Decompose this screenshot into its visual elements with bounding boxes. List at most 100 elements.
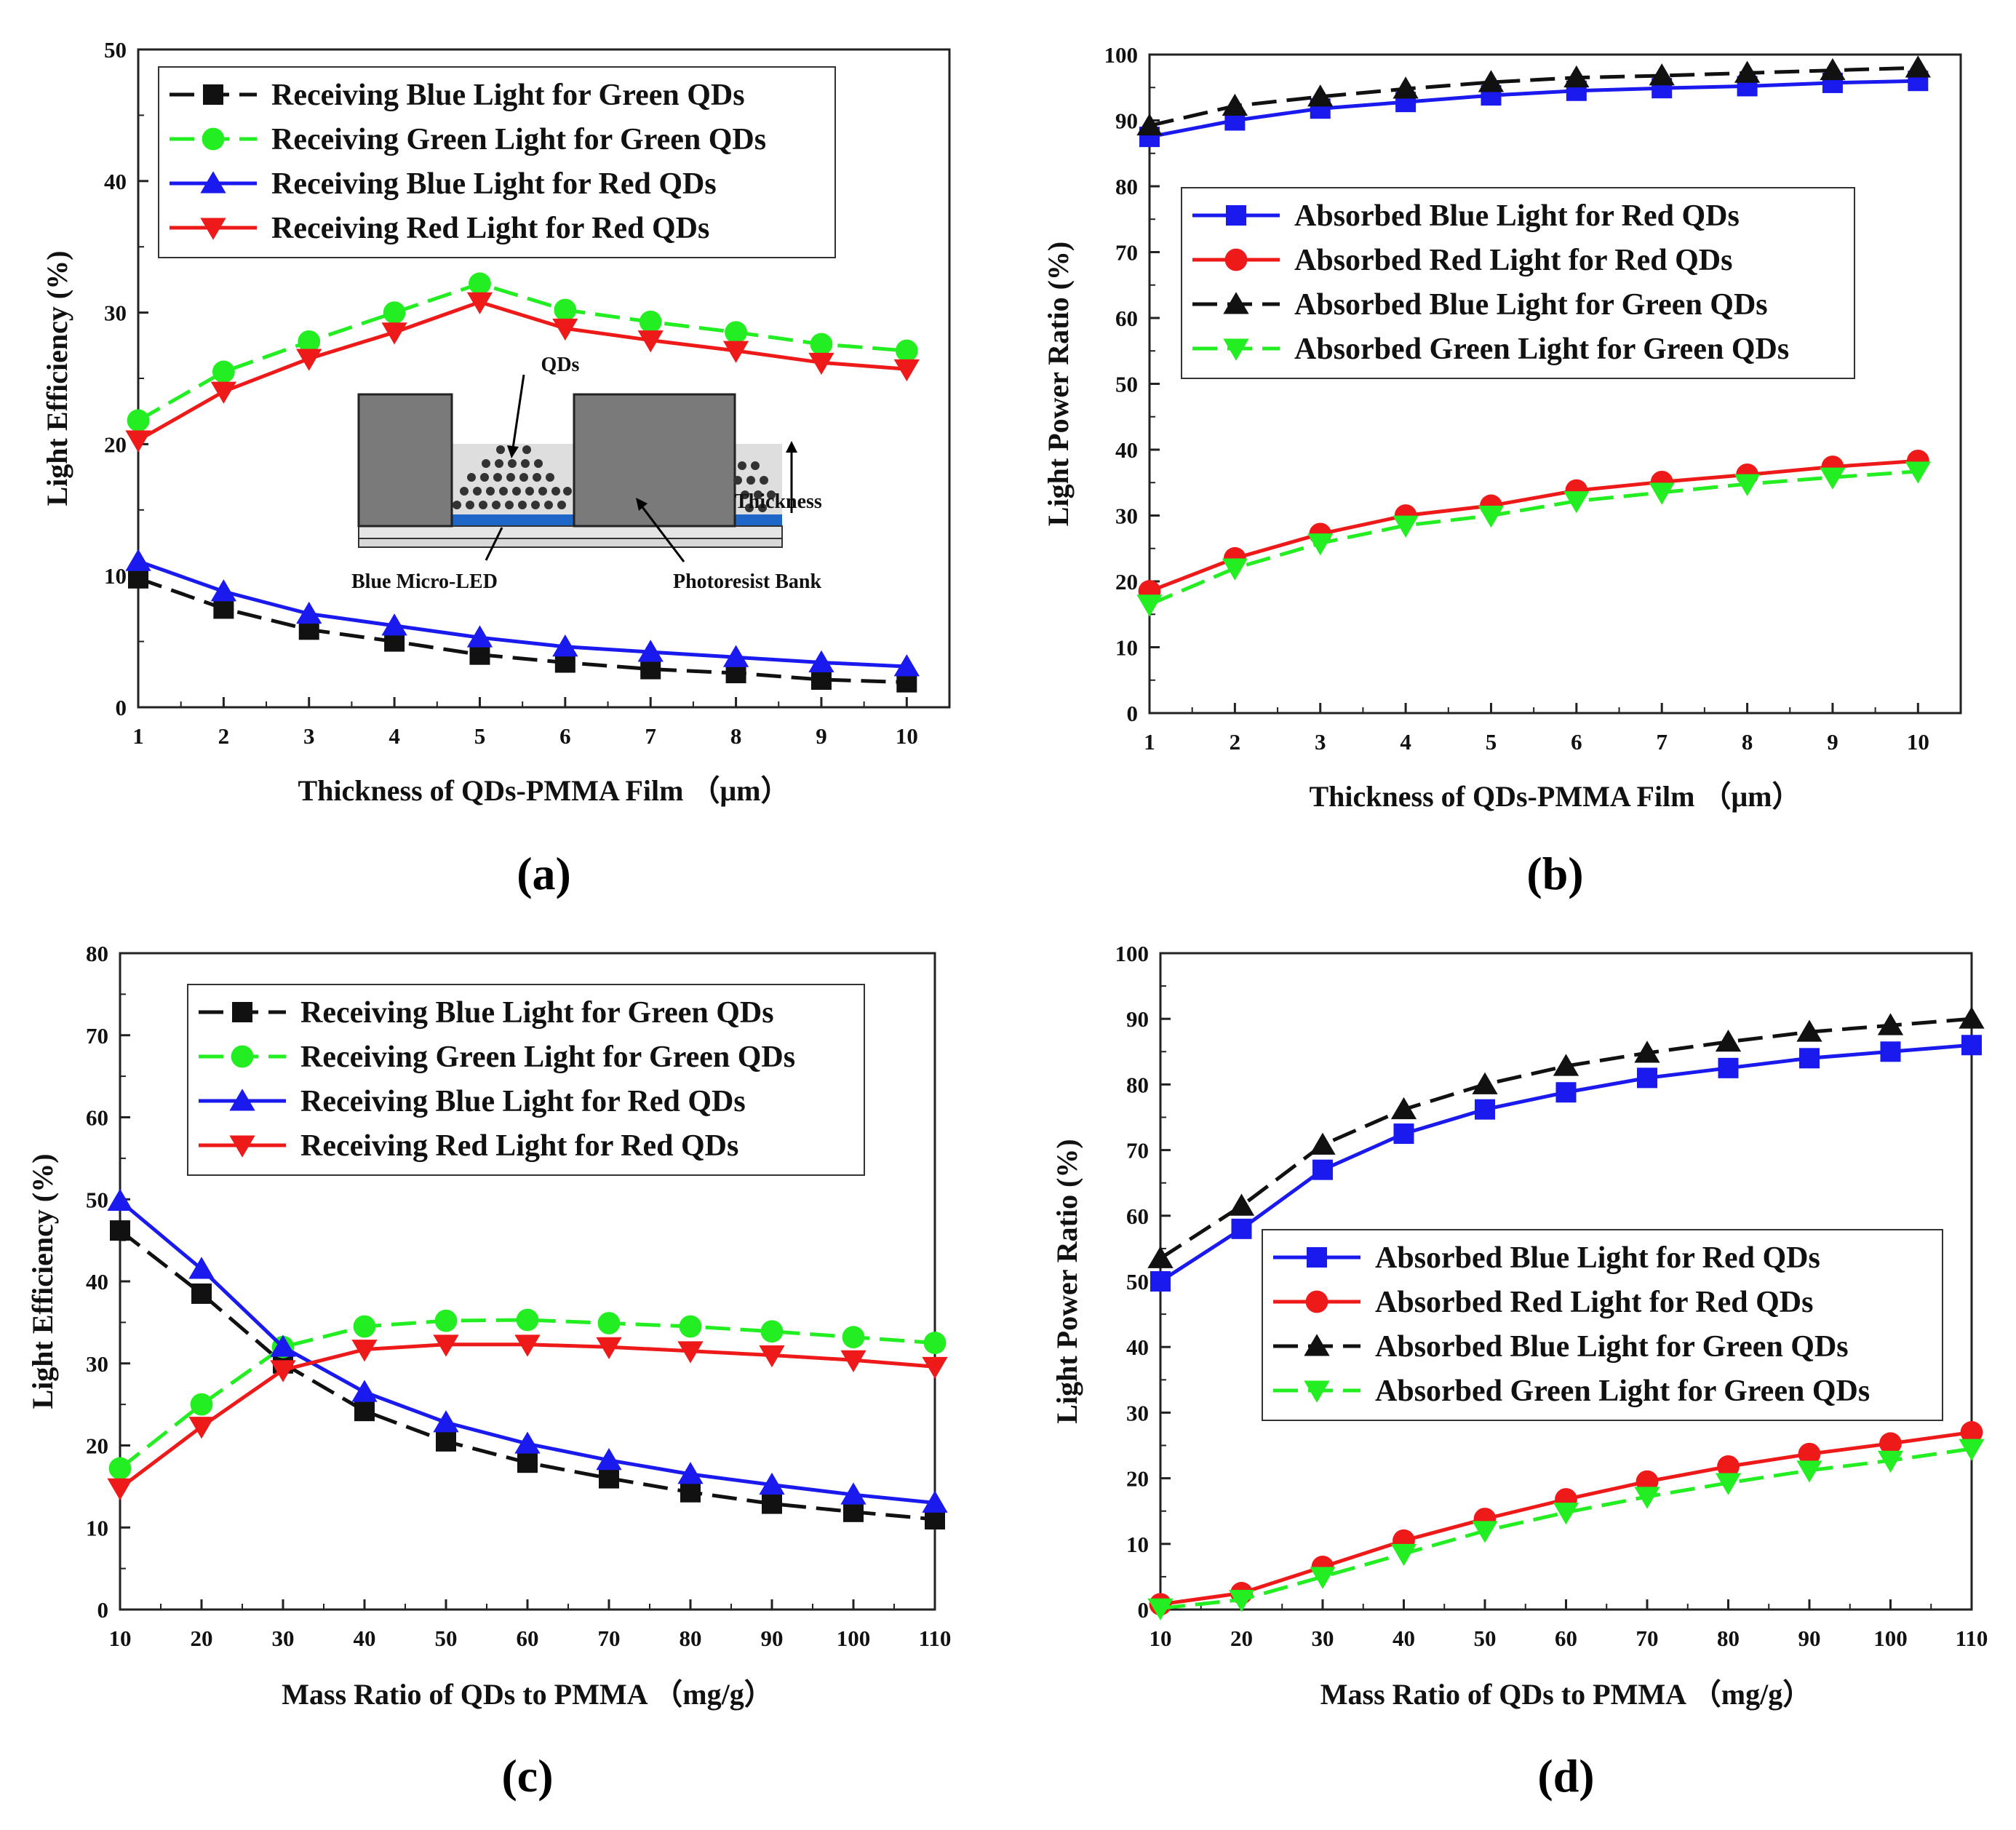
data-point — [1715, 1473, 1742, 1495]
data-point — [1649, 63, 1675, 86]
legend-box — [187, 984, 865, 1176]
data-point — [210, 381, 237, 404]
y-tick-label: 60 — [86, 1105, 108, 1131]
qd-particle — [767, 490, 776, 499]
panel-label: (a) — [517, 848, 571, 899]
qd-particle — [738, 461, 746, 470]
data-point — [128, 568, 148, 589]
y-tick-label: 20 — [104, 431, 127, 457]
data-point — [1307, 533, 1334, 556]
legend-entry: Absorbed Blue Light for Green QDs — [1375, 1330, 1849, 1364]
x-tick-label: 2 — [1230, 729, 1241, 755]
data-point — [107, 1478, 133, 1500]
qd-particle — [453, 501, 461, 509]
legend-marker — [200, 171, 226, 194]
chart-panel-a: 0 10 20 30 40 50 1 2 3 4 5 6 7 8 9 10 Thickness of QDs-P… — [41, 37, 951, 899]
data-point — [212, 360, 235, 383]
legend-box — [1262, 1229, 1943, 1421]
data-point — [637, 640, 664, 662]
series-line — [137, 282, 907, 423]
y-axis-label: Light Power Ratio (%) — [1051, 1139, 1083, 1423]
data-point — [759, 1345, 785, 1368]
series-green-triangle-down — [1136, 461, 1931, 617]
qd-particle — [546, 473, 554, 482]
data-point — [466, 292, 493, 314]
legend-entry: Absorbed Red Light for Red QDs — [1294, 244, 1732, 277]
data-point — [469, 272, 491, 295]
data-point — [1222, 93, 1248, 116]
x-tick-label: 40 — [1393, 1626, 1415, 1651]
y-tick-label: 70 — [1115, 240, 1138, 266]
y-tick-label: 10 — [104, 563, 127, 589]
series-green-triangle-down — [1147, 1439, 1985, 1620]
data-point — [722, 341, 749, 363]
y-tick-label: 10 — [86, 1515, 108, 1540]
qd-particle — [551, 487, 560, 496]
y-tick-label: 90 — [1126, 1006, 1149, 1032]
data-point — [808, 352, 834, 375]
inset-substrate — [358, 538, 783, 548]
y-axis-label: Light Power Ratio (%) — [1042, 242, 1075, 526]
data-point — [552, 318, 578, 341]
data-point — [188, 1417, 215, 1439]
structure-inset: QDs Thickness Blue Micro-LED Photoresist… — [351, 354, 822, 593]
legend-entry: Receiving Blue Light for Red QDs — [271, 167, 717, 201]
qd-particle — [460, 487, 469, 496]
x-tick-label: 9 — [1827, 729, 1838, 755]
qd-particle — [751, 461, 760, 470]
data-point — [436, 1431, 456, 1452]
legend-box — [1181, 187, 1855, 379]
data-point — [1905, 461, 1931, 484]
x-tick-label: 10 — [1150, 1626, 1172, 1651]
qd-particle — [493, 473, 502, 482]
y-tick-label: 30 — [104, 301, 127, 326]
data-point — [1307, 84, 1334, 107]
series-blue-triangle-up — [125, 549, 920, 677]
data-point — [1136, 594, 1163, 617]
x-tick-label: 70 — [598, 1626, 621, 1651]
data-point — [1310, 1567, 1336, 1589]
x-axis-label: Thickness of QDs-PMMA Film （μm） — [1310, 780, 1801, 813]
y-tick-label: 70 — [86, 1023, 108, 1049]
series-black-triangle-up — [1147, 1006, 1985, 1268]
y-tick-label: 20 — [86, 1433, 108, 1459]
data-point — [1820, 467, 1846, 490]
inset-bank-left — [357, 393, 453, 528]
qd-particle — [482, 459, 490, 468]
data-point — [639, 310, 662, 333]
data-point — [381, 613, 407, 636]
qd-particle — [479, 501, 487, 509]
qd-particle — [499, 487, 508, 496]
data-point — [298, 330, 321, 353]
legend-marker — [1226, 205, 1246, 226]
y-tick-label: 10 — [1115, 635, 1138, 661]
data-point — [1959, 1006, 1985, 1029]
data-point — [1796, 1019, 1822, 1042]
legend-marker — [203, 84, 223, 105]
inset-base-layer — [358, 525, 783, 539]
qd-particle — [531, 501, 540, 509]
legend-marker — [1304, 1380, 1330, 1403]
inset-label-thickness: Thickness — [735, 490, 822, 513]
x-tick-label: 30 — [272, 1626, 295, 1651]
series-green-circle — [108, 1308, 947, 1480]
x-tick-label: 8 — [1742, 729, 1753, 755]
data-point — [1718, 1057, 1739, 1078]
y-tick-label: 40 — [104, 169, 127, 194]
data-point — [1880, 1041, 1901, 1062]
legend-marker — [200, 218, 226, 240]
data-point — [1393, 76, 1419, 99]
legend-marker — [229, 1089, 255, 1111]
x-tick-label: 90 — [761, 1626, 784, 1651]
qd-particle — [746, 476, 755, 485]
qd-particle — [733, 476, 742, 485]
x-axis-label: Thickness of QDs-PMMA Film （μm） — [298, 774, 790, 807]
qd-particle — [534, 459, 543, 468]
y-tick-label: 90 — [1115, 108, 1138, 134]
inset-bank-arrowhead — [636, 498, 648, 511]
legend-marker — [231, 1045, 254, 1068]
qd-particle — [525, 487, 534, 496]
data-point — [1150, 1271, 1171, 1292]
